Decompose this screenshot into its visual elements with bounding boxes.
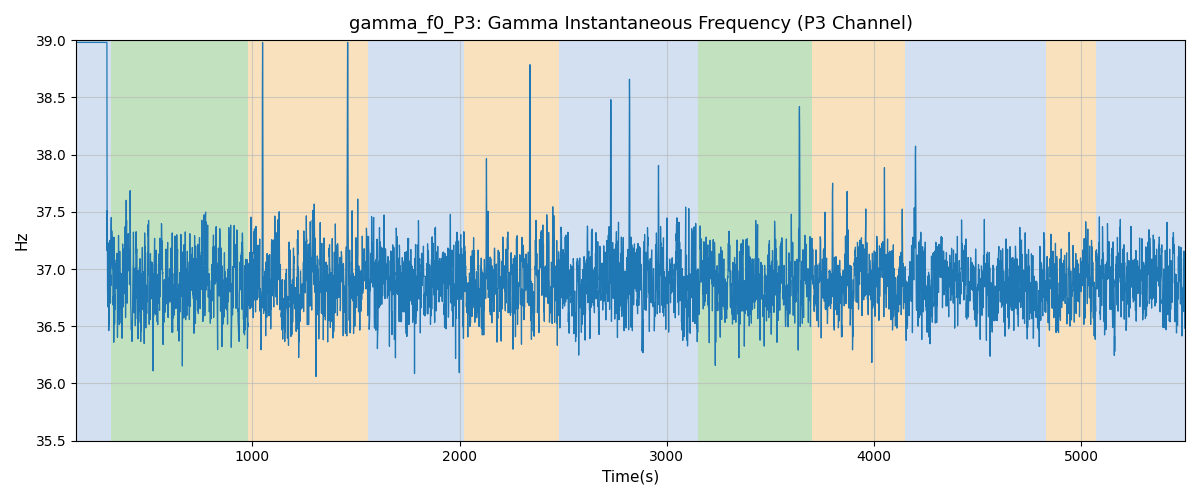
Bar — [248, 40, 368, 440]
Bar — [677, 40, 698, 440]
Bar — [698, 40, 812, 440]
Bar — [112, 40, 248, 440]
Bar — [905, 40, 1046, 440]
X-axis label: Time(s): Time(s) — [602, 470, 659, 485]
Bar — [1046, 40, 1096, 440]
Y-axis label: Hz: Hz — [14, 230, 30, 250]
Bar — [463, 40, 559, 440]
Bar — [559, 40, 677, 440]
Title: gamma_f0_P3: Gamma Instantaneous Frequency (P3 Channel): gamma_f0_P3: Gamma Instantaneous Frequen… — [348, 15, 912, 34]
Bar — [368, 40, 463, 440]
Bar — [1096, 40, 1186, 440]
Bar — [812, 40, 905, 440]
Bar — [76, 40, 112, 440]
